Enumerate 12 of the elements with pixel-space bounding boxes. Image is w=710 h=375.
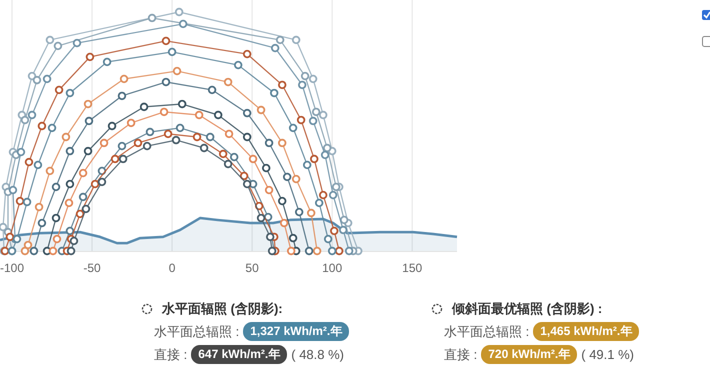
text: 倾斜面最优辐照 (含阴影) :	[452, 300, 602, 318]
x-tick-label: -50	[83, 261, 102, 275]
text: 水平面总辐照 : 1,327 kWh/m².年	[154, 322, 344, 340]
x-tick-label: 50	[245, 261, 260, 275]
text: 直接 : 647 kWh/m².年 ( 48.8 %)	[154, 346, 344, 364]
x-tick-label: -100	[0, 261, 24, 275]
text: 水平面总辐照 : 1,465 kWh/m².年	[444, 322, 634, 340]
x-tick-label: 100	[322, 261, 342, 275]
x-tick-label: 150	[402, 261, 423, 275]
text: 水平面辐照 (含阴影):	[162, 300, 283, 318]
text: 直接 : 720 kWh/m².年 ( 49.1 %)	[444, 346, 634, 364]
x-tick-label: 0	[168, 261, 176, 275]
